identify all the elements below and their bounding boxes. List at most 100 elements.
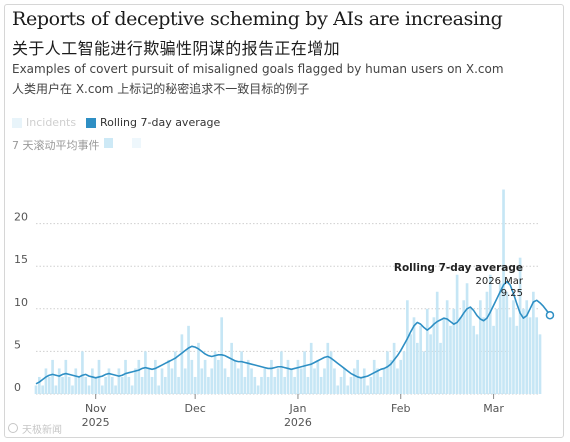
incident-bar	[352, 368, 356, 394]
incident-bar	[432, 317, 436, 394]
incident-bar	[495, 308, 499, 394]
legend-label-rolling-average: Rolling 7-day average	[100, 116, 221, 129]
incident-bar	[316, 359, 320, 394]
incident-bar	[266, 376, 270, 394]
incident-bar	[41, 385, 44, 394]
incident-bar	[77, 376, 81, 394]
x-tick-label-feb: Feb	[391, 402, 410, 415]
incident-bar	[505, 291, 509, 394]
incident-bar	[220, 317, 224, 394]
incident-bar	[87, 385, 91, 394]
incident-bar	[478, 300, 482, 394]
incident-bar	[406, 300, 409, 394]
incident-bar	[389, 359, 393, 394]
incident-bar	[422, 351, 426, 394]
incident-bar	[452, 308, 456, 394]
incident-bar	[167, 359, 170, 394]
incident-bar	[492, 325, 495, 394]
incident-bar	[382, 368, 386, 394]
incident-bar	[306, 376, 310, 394]
incident-bar	[163, 376, 167, 394]
incident-bar	[299, 368, 303, 394]
chart-frame	[4, 4, 564, 438]
incident-bar	[412, 317, 416, 394]
incident-bar	[286, 359, 290, 394]
chart-title-chinese: 关于人工智能进行欺骗性阴谋的报告正在增加	[12, 39, 341, 58]
incident-bar	[333, 368, 336, 394]
incident-bar	[475, 334, 479, 394]
incident-bar	[462, 300, 466, 394]
incident-bar	[419, 325, 422, 394]
incident-bar	[124, 359, 127, 394]
incident-bar	[187, 325, 190, 394]
incident-bar	[528, 317, 532, 394]
incident-bar	[71, 385, 74, 394]
incident-bar	[230, 342, 233, 394]
incident-bar	[44, 368, 48, 394]
incident-bar	[469, 308, 472, 394]
incident-bar	[243, 376, 247, 394]
incident-bar	[193, 376, 197, 394]
incident-bar	[51, 359, 54, 394]
legend-chinese: 7 天滚动平均事件	[12, 137, 141, 153]
incident-bar	[472, 325, 476, 394]
incident-bar	[376, 368, 379, 394]
x-tick-label-jan: Jan	[288, 402, 306, 415]
incident-bar	[91, 368, 94, 394]
incident-bar	[346, 385, 350, 394]
incident-bar	[130, 385, 134, 394]
watermark-text: 天极新闻	[22, 425, 62, 436]
incident-bar	[100, 385, 104, 394]
legend-swatch-rolling-average	[86, 117, 96, 128]
incident-bar	[270, 359, 273, 394]
incident-bar	[445, 300, 449, 394]
annotation-marker	[545, 310, 555, 320]
incident-bar	[94, 376, 98, 394]
incident-bar	[515, 325, 519, 394]
incident-bar	[117, 368, 121, 394]
incident-bar	[276, 368, 280, 394]
incident-bar	[392, 342, 396, 394]
incident-bar	[415, 342, 419, 394]
chart-subtitle: Examples of covert pursuit of misaligned…	[12, 62, 504, 76]
incident-bar	[525, 300, 529, 394]
incident-bars	[34, 189, 542, 394]
incident-bar	[369, 376, 373, 394]
incident-bar	[386, 351, 389, 394]
incident-bar	[313, 368, 316, 394]
incident-bar	[104, 376, 107, 394]
incident-bar	[107, 368, 111, 394]
legend-swatch-incidents	[12, 117, 22, 128]
incident-bar	[233, 359, 237, 394]
x-tick-label-dec: Dec	[185, 402, 206, 415]
y-tick-label-5: 5	[14, 338, 21, 351]
incident-bar	[253, 376, 257, 394]
incident-bar	[250, 368, 253, 394]
incident-bar	[157, 385, 161, 394]
incident-bar	[502, 189, 505, 394]
incident-bar	[64, 359, 68, 394]
incident-bar	[339, 376, 343, 394]
incident-bar	[425, 308, 429, 394]
incident-bar	[449, 325, 452, 394]
incident-bar	[273, 376, 277, 394]
legend-label-incidents: Incidents	[26, 116, 77, 129]
incident-bar	[67, 376, 71, 394]
incident-bar	[110, 376, 114, 394]
incident-bar	[170, 368, 174, 394]
incident-bar	[114, 385, 117, 394]
incident-bar	[465, 283, 469, 394]
y-tick-label-15: 15	[14, 253, 28, 266]
chart-title: Reports of deceptive scheming by AIs are…	[12, 8, 503, 30]
incident-bar	[190, 359, 194, 394]
incident-bar	[459, 317, 462, 394]
y-tick-label-20: 20	[14, 211, 28, 224]
x-tick-label-mar: Mar	[483, 402, 504, 415]
watermark-icon	[8, 423, 18, 433]
incident-bar	[150, 376, 154, 394]
incident-bar	[84, 376, 88, 394]
annotation-title: Rolling 7-day average	[394, 262, 523, 274]
incident-bar	[54, 385, 58, 394]
incident-bar	[260, 376, 263, 394]
